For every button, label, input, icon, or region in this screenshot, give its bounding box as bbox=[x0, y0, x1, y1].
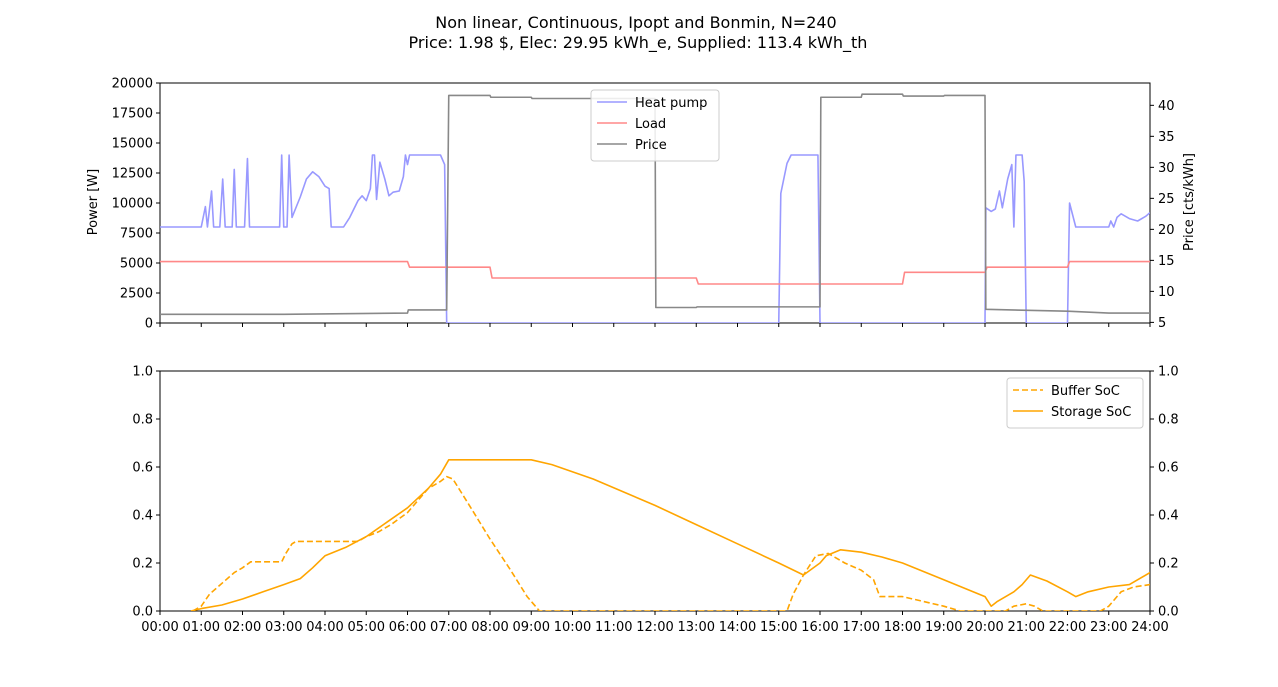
figure-title-line2: Price: 1.98 $, Elec: 29.95 kWh_e, Suppli… bbox=[409, 33, 868, 53]
x-tick-label: 17:00 bbox=[843, 620, 880, 635]
x-tick-label: 10:00 bbox=[554, 620, 591, 635]
x-tick-label: 22:00 bbox=[1049, 620, 1086, 635]
y-tick-label: 7500 bbox=[120, 227, 153, 242]
y-right-tick-label: 0.6 bbox=[1158, 461, 1179, 476]
y-tick-label: 15000 bbox=[112, 137, 153, 152]
y-tick-label: 0.8 bbox=[132, 413, 153, 428]
axes-frame bbox=[159, 370, 1151, 612]
top-axes: 0 2500 5000 7500 10000 12500 15000 17500 20000 5 1… bbox=[112, 77, 1175, 332]
y-right-tick-label: 0.0 bbox=[1158, 605, 1179, 620]
y-tick-label: 0 bbox=[145, 317, 153, 332]
y-right-tick-label: 20 bbox=[1158, 223, 1175, 238]
y-right-tick-label: 15 bbox=[1158, 254, 1175, 269]
x-tick-label: 06:00 bbox=[389, 620, 426, 635]
x-tick-label: 01:00 bbox=[183, 620, 220, 635]
x-tick-label: 08:00 bbox=[471, 620, 508, 635]
legend-label-price: Price bbox=[635, 138, 667, 153]
y-right-tick-label: 5 bbox=[1158, 316, 1166, 331]
figure-title-line1: Non linear, Continuous, Ipopt and Bonmin… bbox=[435, 13, 836, 32]
y-tick-label: 2500 bbox=[120, 287, 153, 302]
y-tick-label: 17500 bbox=[112, 107, 153, 122]
y-tick-label: 0.0 bbox=[132, 605, 153, 620]
series-line-storage-soc bbox=[190, 459, 1150, 611]
x-tick-label: 14:00 bbox=[719, 620, 756, 635]
y-right-tick-label: 30 bbox=[1158, 161, 1175, 176]
y-right-tick-label: 0.2 bbox=[1158, 557, 1179, 572]
bottom-axes: 0.0 0.2 0.4 0.6 0.8 1.0 0.0 0.2 0.4 0.6 0.8 1.0 00:0… bbox=[132, 365, 1178, 636]
y-right-tick-label: 25 bbox=[1158, 192, 1175, 207]
x-tick-label: 03:00 bbox=[265, 620, 302, 635]
y-tick-label: 0.2 bbox=[132, 557, 153, 572]
y-right-tick-label: 40 bbox=[1158, 99, 1175, 114]
y-tick-label: 12500 bbox=[112, 167, 153, 182]
y-right-tick-label: 0.8 bbox=[1158, 413, 1179, 428]
legend-label-storage-soc: Storage SoC bbox=[1051, 405, 1131, 420]
y-right-tick-label: 10 bbox=[1158, 285, 1175, 300]
x-tick-label: 19:00 bbox=[925, 620, 962, 635]
y-tick-label: 5000 bbox=[120, 257, 153, 272]
x-tick-label: 02:00 bbox=[224, 620, 261, 635]
x-tick-label: 18:00 bbox=[884, 620, 921, 635]
y-axis-label-price: Price [cts/kWh] bbox=[1182, 153, 1197, 251]
y-tick-label: 1.0 bbox=[132, 365, 153, 380]
x-tick-label: 05:00 bbox=[348, 620, 385, 635]
x-tick-label: 20:00 bbox=[966, 620, 1003, 635]
legend-label-buffer-soc: Buffer SoC bbox=[1051, 384, 1120, 399]
series-line-heat-pump bbox=[160, 154, 1150, 323]
x-tick-label: 12:00 bbox=[636, 620, 673, 635]
legend-label-load: Load bbox=[635, 117, 666, 132]
legend-label-heat-pump: Heat pump bbox=[635, 96, 707, 111]
x-tick-label: 13:00 bbox=[678, 620, 715, 635]
series-line-load bbox=[160, 260, 1150, 285]
x-tick-label: 15:00 bbox=[760, 620, 797, 635]
y-axis-label-power: Power [W] bbox=[86, 169, 101, 235]
x-tick-label: 21:00 bbox=[1008, 620, 1045, 635]
x-tick-label: 04:00 bbox=[306, 620, 343, 635]
y-right-tick-label: 35 bbox=[1158, 130, 1175, 145]
y-tick-label: 0.4 bbox=[132, 509, 153, 524]
y-tick-label: 20000 bbox=[112, 77, 153, 92]
series-line-price bbox=[160, 93, 1150, 316]
x-tick-label: 00:00 bbox=[141, 620, 178, 635]
x-tick-label: 24:00 bbox=[1131, 620, 1168, 635]
x-tick-label: 07:00 bbox=[430, 620, 467, 635]
y-tick-label: 10000 bbox=[112, 197, 153, 212]
series-line-buffer-soc bbox=[192, 475, 1150, 611]
x-tick-label: 16:00 bbox=[801, 620, 838, 635]
y-right-tick-label: 0.4 bbox=[1158, 509, 1179, 524]
x-tick-label: 23:00 bbox=[1090, 620, 1127, 635]
y-right-tick-label: 1.0 bbox=[1158, 365, 1179, 380]
x-tick-label: 09:00 bbox=[513, 620, 550, 635]
y-tick-label: 0.6 bbox=[132, 461, 153, 476]
x-tick-label: 11:00 bbox=[595, 620, 632, 635]
